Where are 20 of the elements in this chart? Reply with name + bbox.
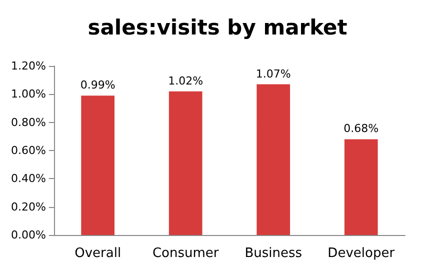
data-label: 1.07%: [256, 67, 291, 80]
y-tick-label: 0.20%: [10, 200, 46, 214]
data-label: 0.68%: [344, 122, 379, 136]
bar: [344, 139, 378, 235]
x-tick-label: Developer: [328, 246, 396, 261]
y-tick-label: 0.80%: [10, 116, 46, 129]
x-tick-label: Business: [244, 246, 302, 261]
x-tick-label: Overall: [74, 246, 122, 261]
bar: [81, 96, 114, 235]
y-tick-label: 1.00%: [10, 88, 46, 101]
chart-title: sales:visits by market: [88, 16, 348, 40]
y-tick-label: 0.40%: [10, 172, 46, 186]
x-tick-label: Consumer: [152, 246, 220, 261]
y-tick-label: 1.20%: [10, 60, 46, 72]
bar: [168, 91, 202, 235]
y-tick-label: 0.60%: [10, 144, 46, 157]
data-label: 1.02%: [168, 74, 204, 88]
y-tick-label: 0.00%: [10, 228, 46, 242]
bar: [256, 84, 290, 235]
data-label: 0.99%: [80, 78, 116, 92]
